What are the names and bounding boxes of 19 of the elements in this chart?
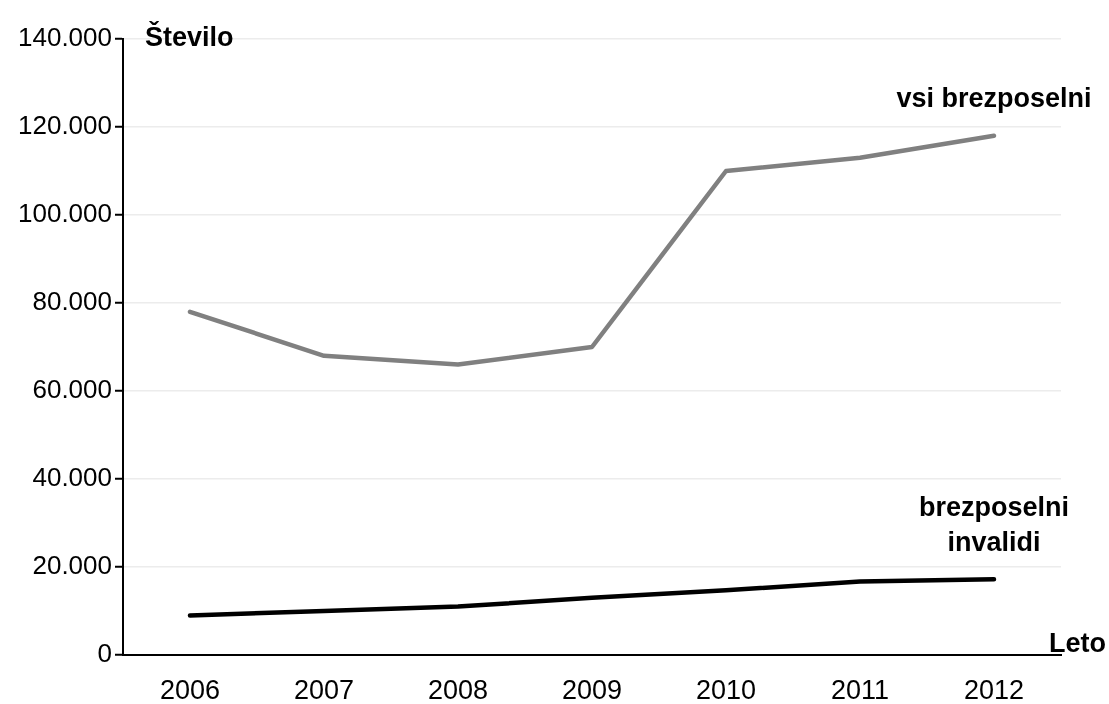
y-tick-label: 140.000 [18, 22, 112, 53]
x-tick-label: 2011 [830, 674, 890, 704]
x-tick-label: 2009 [561, 674, 623, 704]
x-tick-label: 2008 [427, 674, 489, 704]
x-axis-title: Leto [1049, 628, 1106, 658]
y-tick-label: 0 [97, 638, 112, 669]
x-tick-label: 2012 [963, 674, 1025, 704]
y-tick-label: 120.000 [18, 110, 112, 141]
series-label: brezposelni invalidi [918, 491, 1070, 557]
y-tick-label: 40.000 [32, 462, 112, 493]
x-tick-label: 2007 [293, 674, 355, 704]
y-tick-label: 80.000 [32, 286, 112, 317]
x-tick-label: 2010 [695, 674, 757, 704]
series-label: vsi brezposelni [896, 83, 1092, 114]
y-tick-label: 60.000 [32, 374, 112, 405]
y-axis-title: Število [145, 21, 234, 52]
x-tick-label: 2006 [159, 674, 221, 704]
y-tick-label: 100.000 [18, 198, 112, 229]
y-tick-label: 20.000 [32, 550, 112, 581]
